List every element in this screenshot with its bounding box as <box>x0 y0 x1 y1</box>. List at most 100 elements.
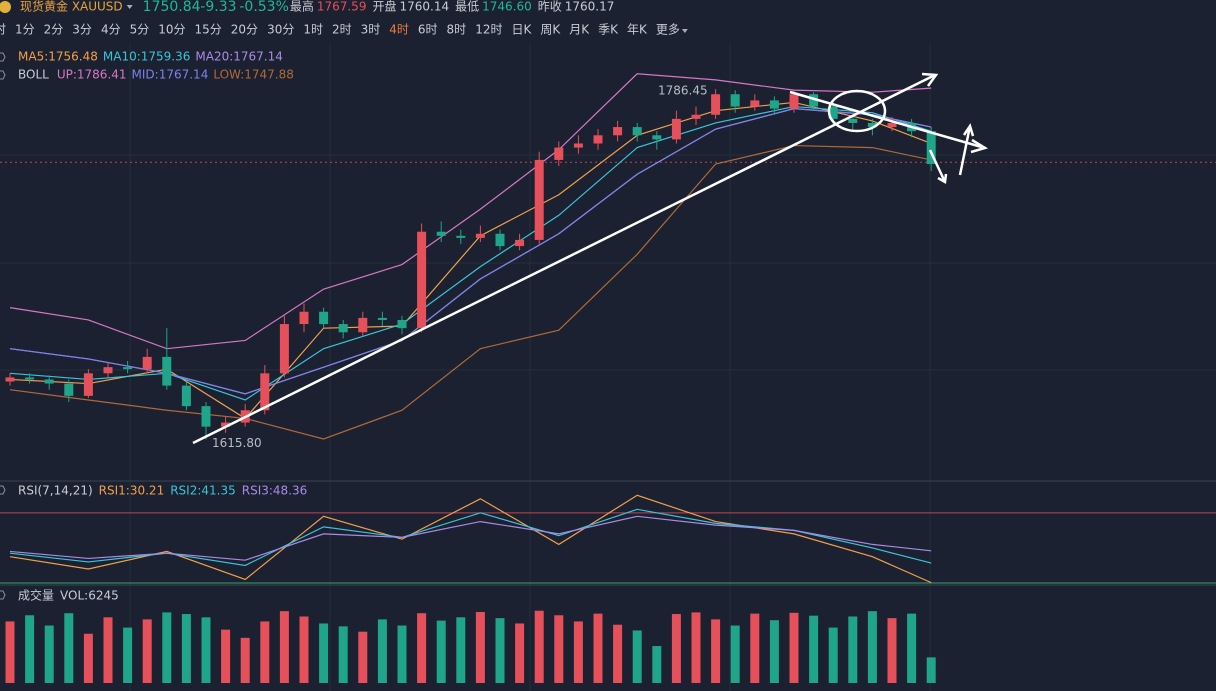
candle-body <box>750 100 760 107</box>
volume-bar <box>44 625 54 683</box>
volume-bar <box>456 617 466 683</box>
legend-entry: LOW:1747.88 <box>213 68 294 82</box>
dropdown-caret <box>681 29 688 33</box>
timeframe-tab[interactable]: 1时 <box>303 23 323 37</box>
timeframe-tab[interactable]: 10分 <box>158 23 185 37</box>
volume-bar <box>83 633 93 683</box>
candle-body <box>887 122 897 128</box>
volume-bar <box>573 621 583 683</box>
volume-bar <box>5 621 15 683</box>
timeframe-tab[interactable]: 更多 <box>656 23 680 37</box>
volume-bar <box>162 612 172 683</box>
legend-entry: RSI1:30.21 <box>99 484 165 498</box>
volume-bar <box>828 627 838 683</box>
legend-entry: UP:1786.41 <box>57 68 127 82</box>
candle-body <box>358 317 368 333</box>
volume-bar <box>319 623 329 683</box>
timeframe-tab[interactable]: 2时 <box>332 23 352 37</box>
candle-body <box>632 127 642 136</box>
trend-line <box>192 73 936 445</box>
stat-value: 1767.59 <box>317 0 367 14</box>
timeframe-tab[interactable]: 6时 <box>418 23 438 37</box>
candle-body <box>377 317 387 320</box>
timeframe-tab[interactable]: 季K <box>598 23 619 37</box>
candle-body <box>436 231 446 236</box>
timeframe-tab[interactable]: 周K <box>540 23 561 37</box>
candle-body <box>201 406 211 427</box>
volume-bar <box>711 619 721 683</box>
timeframe-tab[interactable]: 3分 <box>72 23 92 37</box>
volume-bar <box>279 611 289 683</box>
volume-bar <box>260 621 270 683</box>
volume-bar <box>515 623 525 683</box>
chart-layer: 1786.45 1615.80 MA5:1756.48 MA10:1759.36 MA2… <box>0 50 1216 683</box>
volume-bar <box>926 657 936 683</box>
panel-title: 成交量 <box>18 588 54 603</box>
volume-bar <box>142 619 152 683</box>
candle-body <box>534 159 544 240</box>
timeframe-tab[interactable]: 8时 <box>447 23 467 37</box>
timeframe-tab[interactable]: 1分 <box>15 23 35 37</box>
candle-body <box>25 377 35 380</box>
candle-body <box>162 356 172 386</box>
stat-label: 最高 <box>290 0 314 14</box>
volume-bar <box>593 613 603 683</box>
volume-bar <box>436 620 446 683</box>
volume-bar <box>887 618 897 683</box>
candle-body <box>926 131 936 165</box>
candle-body <box>730 94 740 107</box>
candle-body <box>221 422 231 427</box>
timeframe-tab[interactable]: 12时 <box>475 23 502 37</box>
timeframe-tab[interactable]: 5分 <box>130 23 150 37</box>
arrow-head <box>921 72 939 87</box>
candle-body <box>515 239 525 247</box>
timeframe-tab[interactable]: 月K <box>569 23 590 37</box>
extreme-label: 1615.80 <box>212 436 262 450</box>
legend-entry: VOL:6245 <box>60 589 119 603</box>
volume-bar <box>789 612 799 683</box>
timeframe-tab[interactable]: 年K <box>627 23 648 37</box>
stat-value: 1746.60 <box>482 0 532 14</box>
volume-bar <box>221 629 231 683</box>
volume-bar <box>240 637 250 683</box>
timeframe-tab[interactable]: 日K <box>511 23 532 37</box>
timeframe-tab[interactable]: 4分 <box>101 23 121 37</box>
timeframe-tab[interactable]: 3时 <box>361 23 381 37</box>
dropdown-caret <box>126 5 133 9</box>
arrow-head <box>937 173 948 185</box>
volume-bar <box>201 617 211 683</box>
extreme-label: 1786.45 <box>658 84 708 98</box>
candle-body <box>867 122 877 128</box>
timeframe-tab[interactable]: 4时 <box>389 23 409 37</box>
volume-bar <box>377 619 387 683</box>
legend-entry: MA10:1759.36 <box>103 50 191 64</box>
timeframe-tab[interactable]: 15分 <box>195 23 222 37</box>
candle-body <box>573 143 583 148</box>
candle-body <box>181 385 191 407</box>
timeframe-tab[interactable]: 30分 <box>267 23 294 37</box>
arrow-head <box>970 138 989 154</box>
timeframe-tab[interactable]: 2分 <box>44 23 64 37</box>
candle-body <box>671 118 681 140</box>
arrow <box>958 125 972 176</box>
candle-body <box>103 367 113 374</box>
symbol: 现货黄金 XAUUSD <box>20 0 123 14</box>
panel-title: RSI(7,14,21) <box>18 484 93 498</box>
user-drawings <box>192 72 989 445</box>
candle-body <box>5 377 15 382</box>
candle-body <box>338 324 348 333</box>
candle-body <box>417 231 427 329</box>
volume-bar <box>809 615 819 683</box>
legend-icon <box>0 70 6 80</box>
candle-body <box>495 233 505 247</box>
volume-bar <box>123 627 133 683</box>
candle-body <box>83 373 93 396</box>
timeframe-tab[interactable]: 时 <box>0 23 6 37</box>
timeframe-tab[interactable]: 20分 <box>231 23 258 37</box>
candle-body <box>613 127 623 136</box>
candle-body <box>475 233 485 238</box>
volume-bar <box>358 631 368 683</box>
candle-body <box>711 94 721 115</box>
candle-body <box>299 311 309 325</box>
